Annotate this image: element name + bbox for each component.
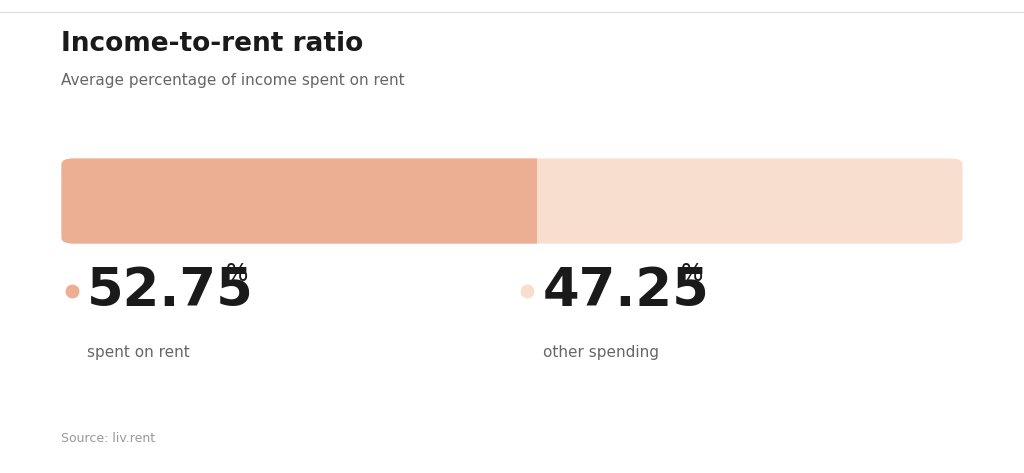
- Text: Income-to-rent ratio: Income-to-rent ratio: [61, 31, 364, 57]
- FancyBboxPatch shape: [61, 158, 963, 244]
- Text: spent on rent: spent on rent: [87, 345, 189, 360]
- Text: 52.75: 52.75: [87, 265, 254, 317]
- Text: Source: liv.rent: Source: liv.rent: [61, 432, 156, 445]
- FancyBboxPatch shape: [61, 158, 549, 244]
- Text: 47.25: 47.25: [543, 265, 710, 317]
- Text: Average percentage of income spent on rent: Average percentage of income spent on re…: [61, 73, 406, 88]
- Text: %: %: [681, 263, 703, 286]
- Text: %: %: [225, 263, 248, 286]
- Text: other spending: other spending: [543, 345, 658, 360]
